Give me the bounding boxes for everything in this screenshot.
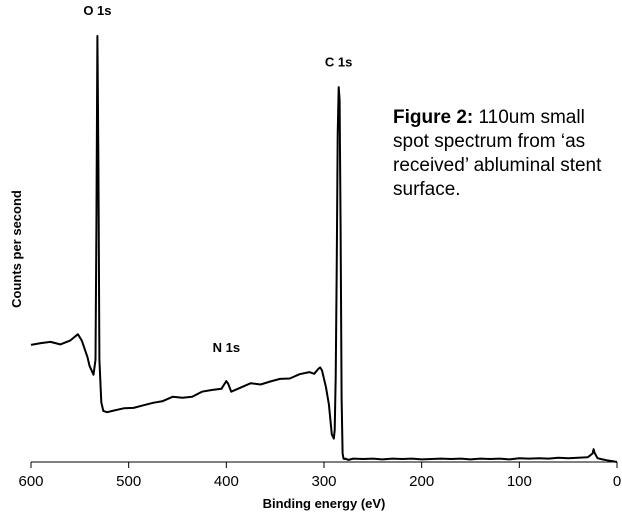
peak-labels: O 1s N 1s C 1s — [83, 3, 352, 355]
spectrum-line — [30, 35, 618, 463]
y-axis-title-group: Counts per second — [9, 190, 24, 308]
peak-label: C 1s — [325, 54, 352, 69]
x-tick-label: 0 — [613, 473, 621, 490]
y-axis-title: Counts per second — [9, 190, 24, 308]
peak-label: N 1s — [213, 340, 240, 355]
x-tick-label: 200 — [409, 473, 434, 490]
x-tick-label: 500 — [116, 473, 141, 490]
caption-title: Figure 2: — [393, 107, 474, 128]
x-axis-tick-labels: 600 500 400 300 200 100 0 — [18, 473, 621, 490]
peak-label: O 1s — [83, 3, 111, 18]
figure-caption: Figure 2: 110um small spot spectrum from… — [393, 106, 621, 202]
x-tick-label: 400 — [214, 473, 239, 490]
x-axis-title: Binding energy (eV) — [263, 496, 386, 511]
x-axis-ticks — [30, 462, 618, 468]
x-tick-label: 300 — [311, 473, 336, 490]
caption-text: 110um small spot spectrum from ‘as recei… — [393, 107, 602, 200]
x-tick-label: 100 — [507, 473, 532, 490]
x-tick-label: 600 — [18, 473, 43, 490]
